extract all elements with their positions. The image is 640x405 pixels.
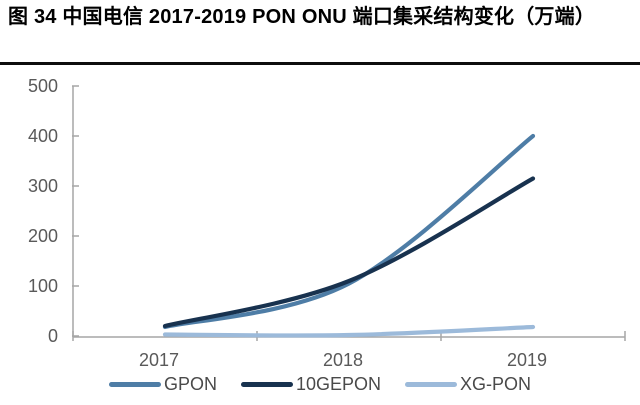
y-axis-tick-label: 300: [28, 176, 58, 196]
series-line-xg-pon: [162, 324, 536, 338]
legend-label-xgpon: XG-PON: [460, 374, 532, 394]
legend-label-gpon: GPON: [163, 374, 217, 394]
x-axis-tick-label: 2018: [323, 350, 363, 370]
legend-item-xgpon: XG-PON: [405, 374, 531, 395]
series-line-10gepon: [162, 176, 536, 329]
legend-item-10gepon: 10GEPON: [240, 374, 382, 395]
legend-label-10gepon: 10GEPON: [295, 374, 382, 394]
y-axis-tick-label: 500: [28, 76, 58, 96]
y-axis-tick-label: 200: [28, 226, 58, 246]
figure-title: 图 34 中国电信 2017-2019 PON ONU 端口集采结构变化（万端）: [8, 6, 596, 28]
y-axis-tick-label: 0: [48, 326, 58, 346]
chart-legend: GPON 10GEPON XG-PON: [0, 374, 640, 395]
series-line-gpon: [162, 133, 536, 330]
y-axis-tick-label: 400: [28, 126, 58, 146]
x-axis-tick-label: 2017: [139, 350, 179, 370]
title-divider: [0, 62, 640, 65]
xgpon-line-swatch: [405, 382, 458, 387]
legend-item-gpon: GPON: [108, 374, 217, 395]
10gepon-line-swatch: [240, 382, 293, 387]
x-axis-tick-label: 2019: [507, 350, 547, 370]
y-axis-tick-label: 100: [28, 276, 58, 296]
gpon-line-swatch: [108, 382, 161, 387]
